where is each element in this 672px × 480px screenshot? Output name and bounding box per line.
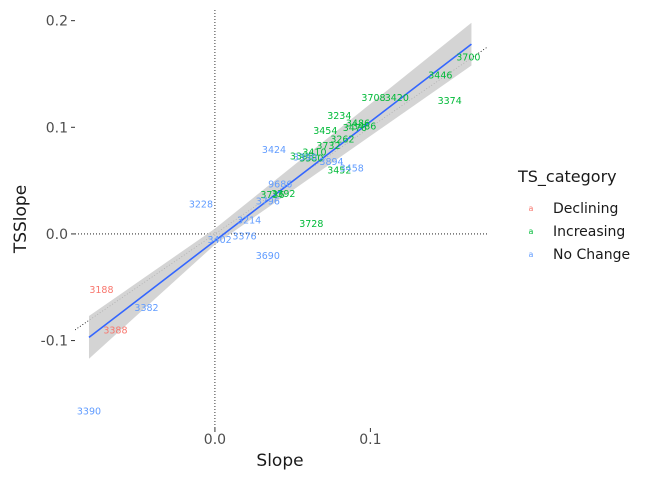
legend-title: TS_category	[517, 167, 617, 187]
legend: TS_category a Declining a Increasing a No Cha…	[517, 167, 630, 263]
x-axis-title: Slope	[256, 451, 303, 471]
point-label: 3486	[352, 122, 376, 133]
legend-key: a	[529, 227, 534, 236]
point-label: 3458	[340, 163, 364, 174]
point-label: 3690	[256, 251, 280, 262]
point-label: 3446	[428, 71, 452, 82]
y-tick-label: 0.1	[46, 120, 68, 136]
point-label: 3398	[290, 152, 314, 163]
point-label: 3736	[260, 190, 284, 201]
y-axis-ticks: -0.1 0.0 0.1 0.2	[41, 14, 75, 350]
point-label: 3390	[77, 406, 101, 417]
point-label: 3376	[232, 232, 256, 243]
x-tick-label: 0.1	[359, 432, 381, 448]
point-label: 3388	[103, 325, 127, 336]
point-label: 3402	[207, 235, 231, 246]
x-tick-label: 0.0	[204, 432, 226, 448]
point-label: 3894	[319, 157, 343, 168]
legend-label: Declining	[553, 201, 618, 217]
point-label: 3728	[299, 219, 323, 230]
point-label: 3214	[237, 216, 261, 227]
y-tick-label: -0.1	[41, 334, 68, 350]
y-axis-title: TSSlope	[11, 185, 31, 254]
point-label: 3392	[271, 189, 295, 200]
point-label: 3476	[343, 123, 367, 134]
point-label: 3410	[302, 147, 326, 158]
x-axis-ticks: 0.0 0.1	[204, 428, 382, 448]
point-label: 3234	[327, 111, 351, 122]
legend-label: Increasing	[553, 224, 625, 240]
point-label: 3228	[189, 200, 213, 211]
y-tick-label: 0.2	[46, 14, 68, 30]
point-label: 3390	[293, 153, 317, 164]
point-label: 3454	[313, 126, 337, 137]
legend-entries: a Declining a Increasing a No Change	[529, 201, 631, 263]
point-label: 3424	[262, 145, 286, 156]
legend-label: No Change	[553, 247, 630, 263]
regression-line	[88, 43, 472, 338]
point-label: 3708	[361, 93, 385, 104]
point-label: 3452	[327, 165, 351, 176]
point-label: 3732	[316, 141, 340, 152]
point-label: 3188	[89, 285, 113, 296]
point-label: 3262	[330, 135, 354, 146]
point-label: 3700	[456, 52, 480, 63]
point-label: 3382	[134, 303, 158, 314]
point-label: 3380	[299, 154, 323, 165]
fit-line	[88, 43, 472, 338]
point-label: 3374	[438, 96, 462, 107]
point-label: 3420	[385, 93, 409, 104]
legend-key: a	[529, 204, 534, 213]
point-label: 9686	[268, 179, 292, 190]
legend-key: a	[529, 250, 534, 259]
point-label: 3796	[256, 196, 280, 207]
y-tick-label: 0.0	[46, 227, 68, 243]
point-label: 3486	[346, 119, 370, 130]
point-labels: 3700 3446 3374 3708 3420 3234 3454 347634863486…	[77, 52, 481, 417]
